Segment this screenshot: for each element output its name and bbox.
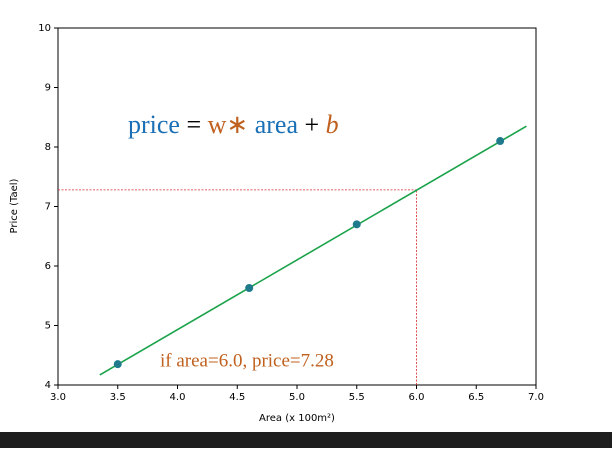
equation-part: price	[128, 110, 180, 139]
y-tick-label: 4	[45, 380, 51, 391]
x-tick-label: 3.5	[110, 392, 126, 403]
data-point	[113, 360, 122, 369]
equation-part: area	[248, 110, 298, 139]
y-tick-label: 10	[38, 23, 51, 34]
x-tick-label: 5.0	[289, 392, 305, 403]
data-point	[245, 284, 254, 293]
x-tick-label: 5.5	[349, 392, 365, 403]
y-tick-label: 7	[45, 202, 51, 213]
x-tick-label: 6.5	[468, 392, 484, 403]
y-tick-label: 5	[45, 321, 51, 332]
axes-frame	[57, 27, 537, 386]
x-tick-label: 4.5	[229, 392, 245, 403]
equation-part: b	[326, 110, 339, 139]
fit-line	[99, 125, 527, 376]
data-point	[352, 220, 361, 229]
y-tick-label: 6	[45, 261, 51, 272]
equation-part: w∗	[208, 110, 249, 139]
bottom-bar	[0, 432, 612, 448]
equation: price = w∗ area + b	[128, 110, 339, 139]
y-tick-label: 9	[45, 83, 51, 94]
annotation: if area=6.0, price=7.28	[160, 350, 334, 371]
y-axis-label: Price (Tael)	[9, 178, 20, 233]
data-point	[496, 137, 505, 146]
y-tick-label: 8	[45, 142, 51, 153]
x-tick-label: 3.0	[50, 392, 66, 403]
x-axis-label: Area (x 100m²)	[259, 413, 335, 424]
equation-part: +	[298, 110, 326, 139]
x-tick-label: 6.0	[409, 392, 425, 403]
x-tick-label: 7.0	[528, 392, 544, 403]
x-tick-label: 4.0	[170, 392, 186, 403]
equation-part: =	[180, 110, 208, 139]
